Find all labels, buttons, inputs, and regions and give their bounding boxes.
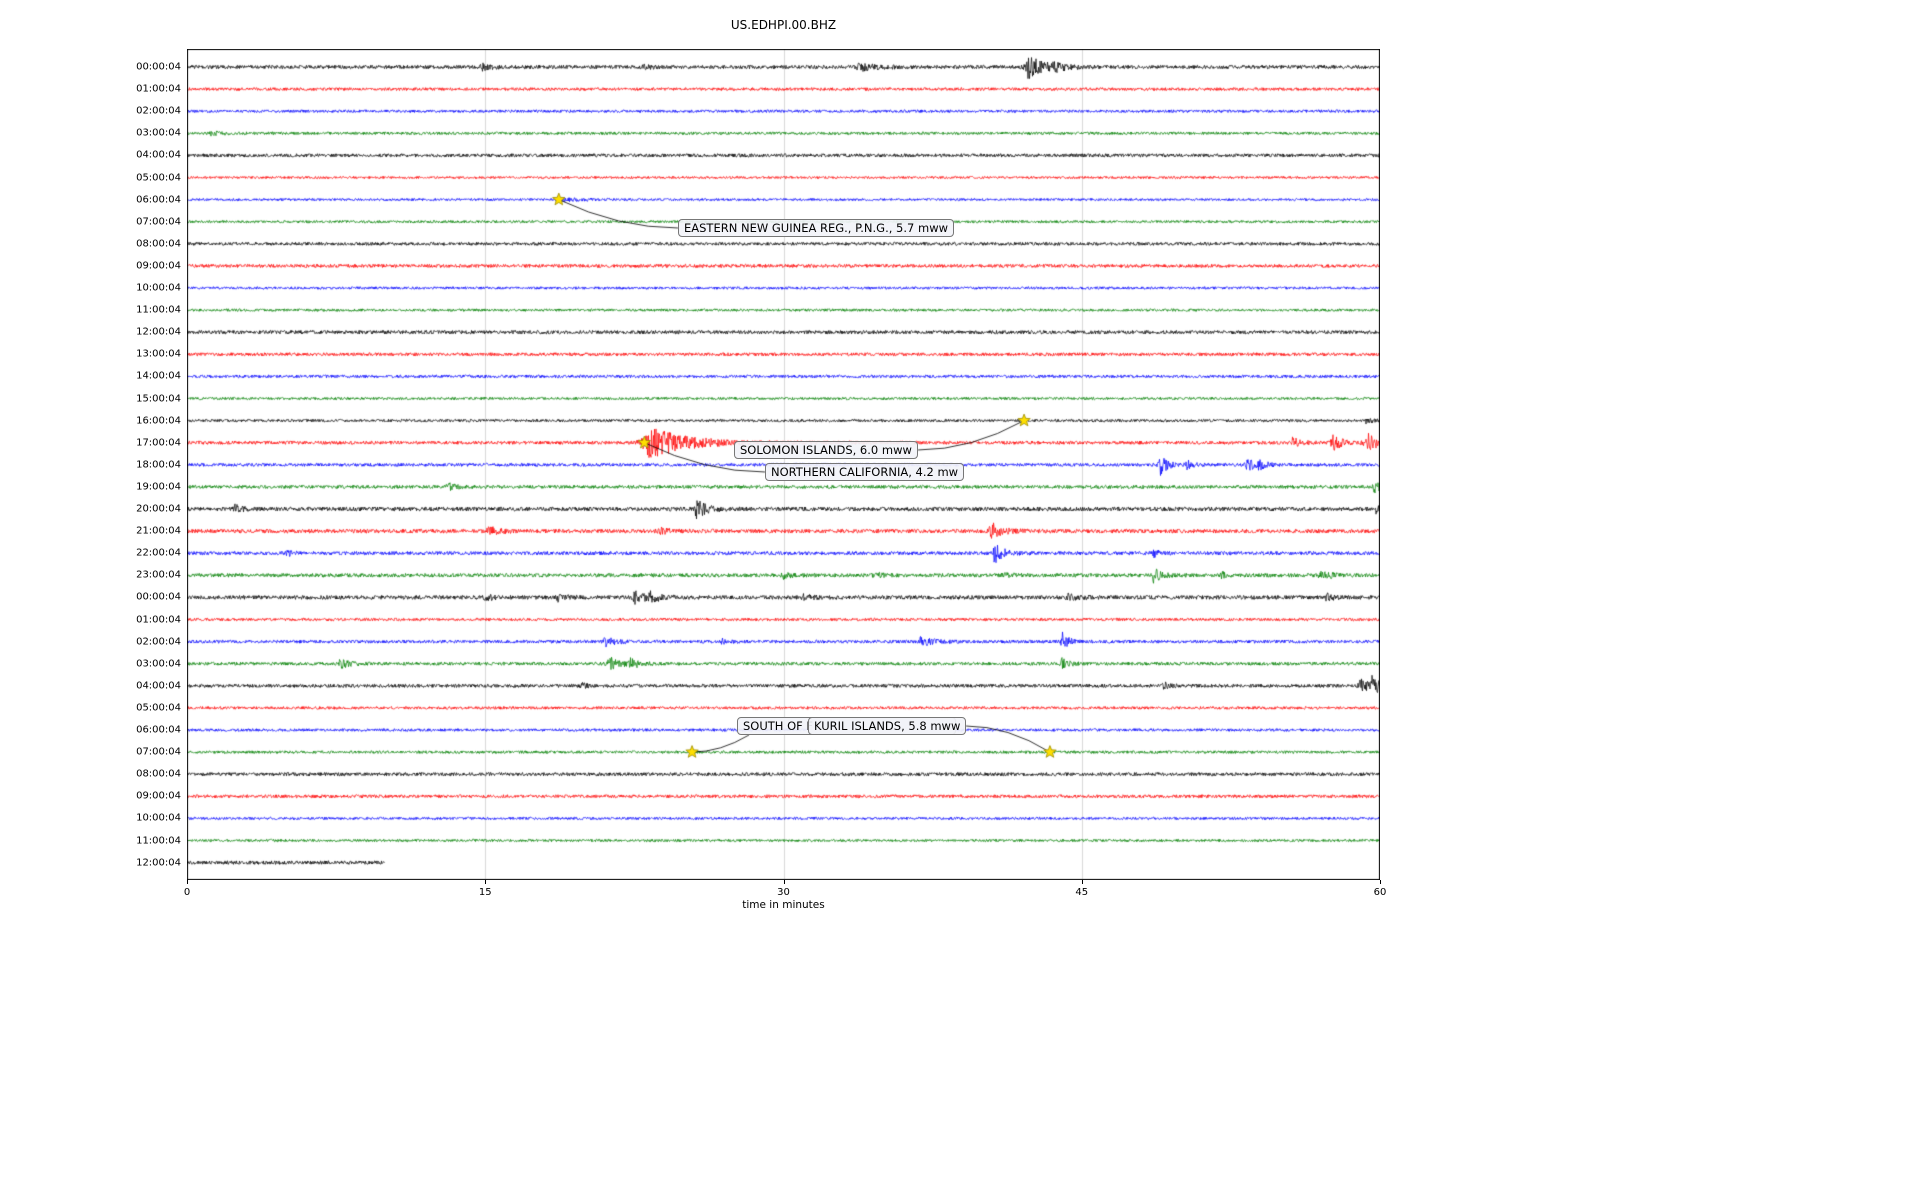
- x-tick-mark: [187, 880, 188, 884]
- row-time-label: 11:00:04: [136, 835, 181, 846]
- row-time-label: 23:00:04: [136, 569, 181, 581]
- row-time-label: 00:00:04: [136, 61, 181, 73]
- event-label: SOLOMON ISLANDS, 6.0 mww: [734, 441, 918, 460]
- row-time-label: 10:00:04: [136, 282, 181, 294]
- row-time-label: 15:00:04: [136, 393, 181, 404]
- row-time-label: 14:00:04: [136, 370, 181, 382]
- row-time-label: 08:00:04: [136, 768, 181, 780]
- row-time-label: 18:00:04: [136, 459, 181, 471]
- row-time-label: 12:00:04: [136, 857, 181, 869]
- row-time-label: 22:00:04: [136, 547, 181, 559]
- row-time-label: 20:00:04: [136, 503, 181, 515]
- row-time-label: 03:00:04: [136, 127, 181, 139]
- event-label: KURIL ISLANDS, 5.8 mww: [808, 717, 967, 736]
- x-axis-label: time in minutes: [742, 899, 825, 911]
- row-time-label: 01:00:04: [136, 83, 181, 95]
- row-time-label: 01:00:04: [136, 614, 181, 625]
- row-time-label: 06:00:04: [136, 724, 181, 736]
- row-time-label: 19:00:04: [136, 481, 181, 493]
- row-time-label: 08:00:04: [136, 238, 181, 250]
- x-tick-label: 15: [478, 887, 492, 898]
- row-time-label: 12:00:04: [136, 326, 181, 338]
- row-time-label: 09:00:04: [136, 790, 181, 802]
- x-tick-mark: [783, 880, 785, 884]
- row-time-label: 05:00:04: [136, 702, 181, 714]
- x-tick-label: 45: [1075, 887, 1089, 898]
- row-time-label: 17:00:04: [136, 437, 181, 449]
- event-label: NORTHERN CALIFORNIA, 4.2 mw: [765, 463, 965, 482]
- event-label: EASTERN NEW GUINEA REG., P.N.G., 5.7 mww: [678, 219, 955, 238]
- row-time-label: 02:00:04: [136, 105, 181, 117]
- row-time-label: 11:00:04: [136, 304, 181, 316]
- row-time-label: 10:00:04: [136, 812, 181, 824]
- row-time-label: 16:00:04: [136, 415, 181, 427]
- row-time-label: 06:00:04: [136, 194, 181, 206]
- row-time-label: 04:00:04: [136, 680, 181, 692]
- row-time-label: 00:00:04: [136, 591, 181, 603]
- row-time-label: 07:00:04: [136, 746, 181, 758]
- x-tick-mark: [1380, 880, 1381, 884]
- row-time-label: 21:00:04: [136, 525, 181, 537]
- x-tick-label: 60: [1373, 887, 1387, 898]
- row-time-label: 07:00:04: [136, 216, 181, 228]
- x-tick-label: 30: [777, 887, 790, 898]
- row-time-label: 02:00:04: [136, 636, 181, 648]
- row-time-label: 04:00:04: [136, 149, 181, 161]
- x-tick-label: 0: [183, 887, 191, 898]
- row-time-label: 09:00:04: [136, 260, 181, 272]
- row-time-label: 13:00:04: [136, 348, 181, 360]
- row-time-label: 03:00:04: [136, 658, 181, 670]
- x-tick-mark: [485, 880, 487, 884]
- row-time-label: 05:00:04: [136, 172, 181, 183]
- x-tick-mark: [1081, 880, 1083, 884]
- chart-title: US.EDHPI.00.BHZ: [730, 18, 837, 32]
